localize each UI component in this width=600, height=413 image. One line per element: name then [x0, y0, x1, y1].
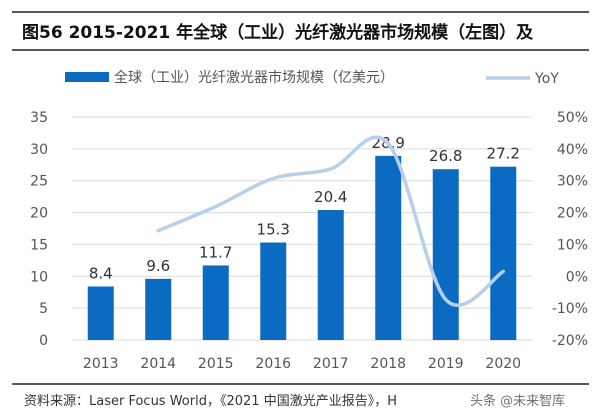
- left-tick-label: 30: [30, 142, 48, 158]
- x-tick-label: 2019: [428, 356, 464, 372]
- left-axis: 0 5 10 15 20 25 30 35: [30, 110, 48, 349]
- legend-line-label: YoY: [534, 71, 559, 87]
- yoy-series: [156, 135, 505, 307]
- bar-series: [87, 155, 517, 340]
- bar-data-label: 20.4: [314, 188, 347, 206]
- x-tick-label: 2015: [198, 356, 234, 372]
- left-tick-label: 35: [30, 110, 48, 126]
- bar: [87, 286, 114, 340]
- left-tick-label: 25: [30, 174, 48, 190]
- left-tick-label: 5: [39, 301, 48, 317]
- gridlines: [72, 116, 532, 341]
- right-tick-label: -10%: [552, 301, 588, 317]
- bar-data-label: 11.7: [199, 243, 232, 261]
- bar-data-label: 26.8: [429, 147, 462, 165]
- bar-data-label: 8.4: [89, 264, 113, 282]
- right-tick-label: 50%: [557, 110, 588, 126]
- x-tick-label: 2018: [370, 356, 406, 372]
- source-note: 资料来源：Laser Focus World，《2021 中国激光产业报告》，H: [24, 394, 397, 409]
- x-tick-label: 2020: [485, 356, 521, 372]
- bar-data-label: 15.3: [257, 221, 290, 239]
- right-tick-label: -20%: [552, 333, 588, 349]
- bar-data-label: 9.6: [146, 257, 170, 275]
- bar: [260, 242, 287, 340]
- left-tick-label: 0: [39, 333, 48, 349]
- right-tick-label: 10%: [557, 237, 588, 253]
- bar: [490, 166, 517, 340]
- x-axis: 2013 2014 2015 2016 2017 2018 2019 2020: [83, 356, 521, 372]
- left-tick-label: 15: [30, 237, 48, 253]
- watermark: 头条 @未来智库: [470, 393, 565, 409]
- bar-data-label: 27.2: [487, 145, 520, 163]
- x-tick-label: 2013: [83, 356, 119, 372]
- yoy-line: [156, 135, 505, 307]
- bar-data-labels: 8.4 9.611.715.320.428.926.8 27.2: [89, 134, 520, 283]
- x-tick-label: 2014: [140, 356, 176, 372]
- right-tick-label: 30%: [557, 174, 588, 190]
- right-tick-label: 20%: [557, 206, 588, 222]
- right-axis: -20% -10% 0% 10% 20% 30% 40% 50%: [552, 110, 588, 349]
- bar: [375, 155, 402, 340]
- bar: [317, 210, 344, 340]
- right-tick-label: 0%: [566, 269, 588, 285]
- legend-bar-label: 全球（工业）光纤激光器市场规模（亿美元）: [114, 69, 394, 86]
- legend-bar-swatch: [65, 72, 109, 82]
- left-tick-label: 20: [30, 206, 48, 222]
- chart-title: 图56 2015-2021 年全球（工业）光纤激光器市场规模（左图）及: [22, 22, 534, 43]
- right-tick-label: 40%: [557, 142, 588, 158]
- left-tick-label: 10: [30, 269, 48, 285]
- legend: 全球（工业）光纤激光器市场规模（亿美元） YoY: [65, 69, 559, 87]
- bar: [432, 169, 459, 340]
- bar: [145, 278, 172, 340]
- x-tick-label: 2016: [255, 356, 291, 372]
- bar: [202, 265, 229, 340]
- x-tick-label: 2017: [313, 356, 349, 372]
